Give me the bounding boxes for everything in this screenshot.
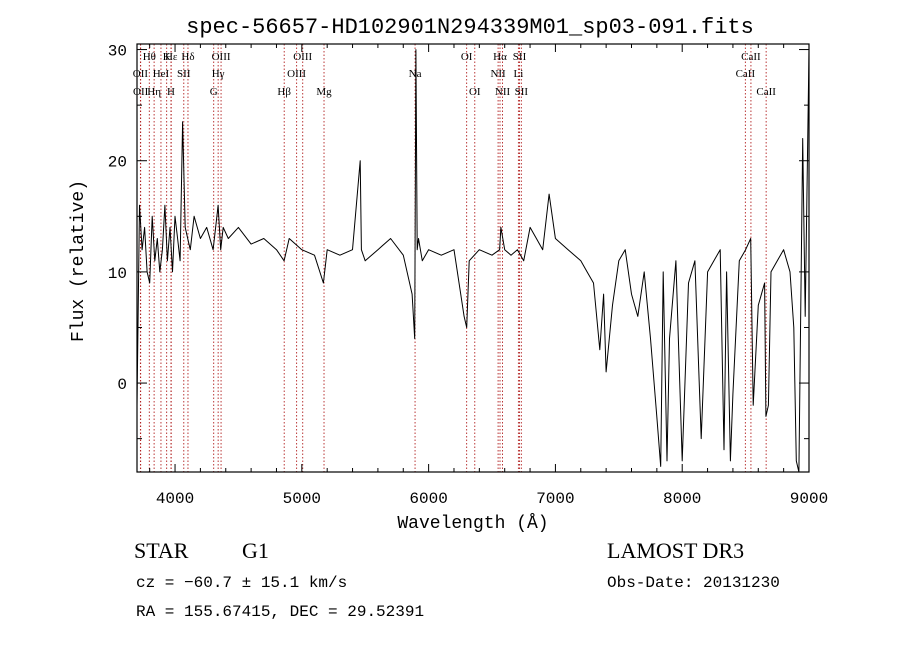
line-label-10: OIII [212,51,231,63]
y-tick-label-2: 20 [108,154,127,172]
x-axis-label: Wavelength (Å) [397,513,548,534]
line-label-14: OIII [287,68,306,80]
line-label-27: CaII [736,68,756,80]
line-label-21: SII [513,51,527,63]
line-label-1: OII [133,68,149,80]
line-label-15: Hβ [277,86,291,98]
line-label-23: Li [514,68,524,80]
x-tick-label-1: 5000 [283,490,321,508]
line-label-3: Hε [165,51,178,63]
line-label-26: CaII [741,51,761,63]
line-label-2: OII [133,86,149,98]
line-label-12: G [210,86,218,98]
line-label-5: Hη [147,86,161,98]
line-label-0: Hθ [143,51,156,63]
redshift-text: cz = −60.7 ± 15.1 km/s [136,574,348,592]
plot-frame [136,43,810,473]
line-label-28: CaII [756,86,776,98]
object-class-label: STAR [134,538,189,563]
x-tick-label-3: 7000 [536,490,574,508]
x-tick-label-5: 9000 [790,490,828,508]
x-tick-label-0: 4000 [156,490,194,508]
subclass-label: G1 [242,538,269,563]
spectrum-series [136,49,810,473]
axis-ticks: 4000 5000 6000 7000 8000 9000 0 10 20 30 [108,43,828,508]
line-label-4: HeI [153,68,170,80]
line-label-22: NII [490,68,506,80]
line-label-11: Hγ [212,68,225,80]
line-label-20: Hα [493,51,507,63]
x-tick-label-4: 8000 [663,490,701,508]
survey-label: LAMOST DR3 [607,538,745,563]
spectrum-line-0 [136,49,810,473]
coordinates-text: RA = 155.67415, DEC = 29.52391 [136,603,425,621]
line-label-8: H [167,86,175,98]
line-label-7: SII [177,68,191,80]
line-label-24: NII [495,86,511,98]
y-tick-label-0: 0 [117,376,127,394]
y-axis-label: Flux (relative) [69,180,89,342]
line-label-17: Na [409,68,422,80]
line-label-25: SII [515,86,529,98]
x-tick-label-2: 6000 [409,490,447,508]
line-label-13: OIII [293,51,312,63]
y-tick-label-3: 30 [108,43,127,61]
obs-date-text: Obs-Date: 20131230 [607,574,780,592]
spectral-line-markers [139,44,767,472]
line-label-19: OI [469,86,481,98]
line-label-9: Hδ [181,51,194,63]
line-label-6: K [163,51,171,63]
line-label-18: OI [461,51,473,63]
chart-title: spec-56657-HD102901N294339M01_sp03-091.f… [186,15,754,40]
y-tick-label-1: 10 [108,265,127,283]
line-label-16: Mg [316,86,332,98]
